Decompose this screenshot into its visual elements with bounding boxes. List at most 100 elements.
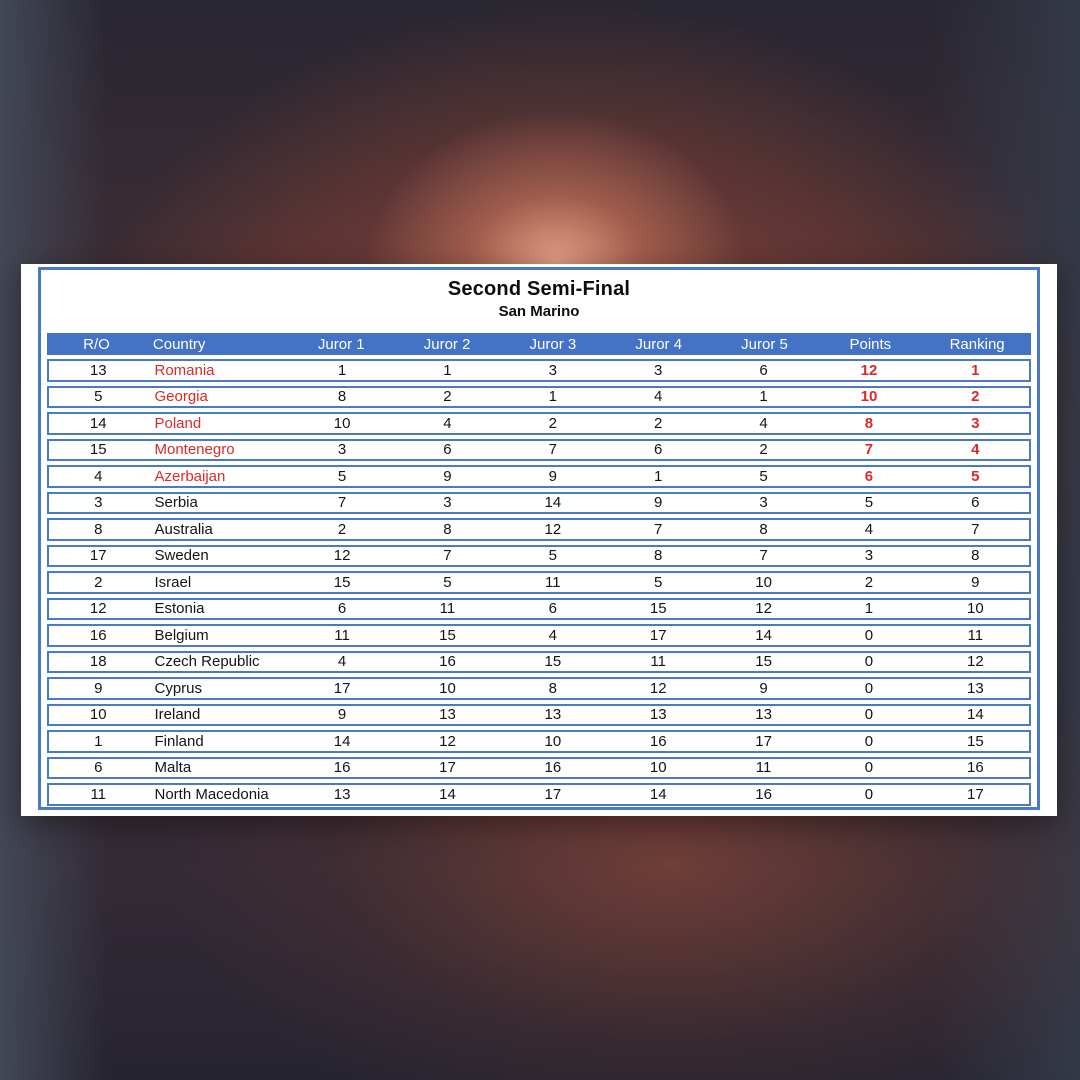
cell-juror-5: 13 (755, 706, 772, 724)
cell-juror-1: 14 (333, 732, 351, 750)
table-row: 17 Sweden 12 7 5 8 7 3 8 (47, 544, 1031, 567)
cell-juror-4: 8 (654, 547, 663, 565)
column-header-juror-4: Juror 4 (635, 335, 683, 353)
cell-juror-3: 4 (548, 626, 558, 644)
cell-juror-4: 6 (654, 441, 663, 459)
cell-juror-1: 16 (333, 759, 351, 777)
cell-juror-5: 4 (759, 414, 768, 432)
cell-juror-3: 12 (544, 520, 562, 538)
cell-running-order: 10 (89, 706, 107, 724)
cell-ranking: 1 (971, 361, 980, 379)
cell-running-order: 16 (89, 626, 107, 644)
cell-running-order: 5 (94, 388, 103, 406)
cell-juror-2: 17 (439, 759, 456, 777)
cell-points: 0 (864, 785, 874, 803)
cell-juror-4: 15 (649, 600, 667, 618)
cell-country: Georgia (154, 388, 208, 406)
cell-running-order: 9 (94, 679, 103, 697)
cell-ranking: 2 (971, 388, 980, 406)
cell-juror-2: 4 (443, 414, 452, 432)
cell-points: 0 (864, 706, 874, 724)
cell-juror-2: 10 (439, 679, 456, 697)
cell-juror-4: 5 (654, 573, 663, 591)
cell-country: Ireland (154, 706, 201, 724)
table-row: 10 Ireland 9 13 13 13 13 0 14 (47, 703, 1031, 726)
cell-juror-3: 10 (544, 732, 562, 750)
cell-juror-3: 8 (548, 679, 558, 697)
cell-country: Romania (154, 361, 215, 379)
cell-running-order: 17 (89, 547, 107, 565)
cell-country: Serbia (154, 494, 198, 512)
cell-country: Czech Republic (154, 653, 260, 671)
cell-juror-1: 5 (337, 467, 347, 485)
cell-juror-4: 10 (649, 759, 667, 777)
table-row: 1 Finland 14 12 10 16 17 0 15 (47, 730, 1031, 753)
cell-juror-1: 11 (334, 626, 350, 644)
cell-juror-1: 4 (337, 653, 347, 671)
column-header-country: Country (152, 335, 206, 353)
table-row: 8 Australia 2 8 12 7 8 4 7 (47, 518, 1031, 541)
table-header-row: R/O Country Juror 1 Juror 2 Juror 3 Juro… (47, 333, 1031, 355)
cell-juror-3: 11 (545, 573, 561, 591)
cell-juror-1: 15 (333, 573, 351, 591)
cell-running-order: 15 (89, 441, 107, 459)
cell-juror-2: 8 (443, 520, 452, 538)
cell-juror-5: 8 (759, 520, 768, 538)
cell-juror-2: 14 (439, 785, 456, 803)
cell-juror-5: 2 (759, 441, 768, 459)
cell-juror-4: 14 (649, 785, 667, 803)
cell-juror-4: 9 (654, 494, 663, 512)
cell-ranking: 13 (966, 679, 984, 697)
cell-juror-1: 3 (337, 441, 347, 459)
cell-running-order: 12 (89, 600, 107, 618)
cell-juror-3: 13 (544, 706, 562, 724)
cell-juror-1: 2 (337, 520, 347, 538)
cell-juror-2: 9 (443, 467, 452, 485)
table-row: 15 Montenegro 3 6 7 6 2 7 4 (47, 438, 1031, 461)
cell-juror-2: 6 (443, 441, 452, 459)
cell-ranking: 6 (971, 494, 980, 512)
cell-country: Estonia (154, 600, 205, 618)
table-row: 12 Estonia 6 11 6 15 12 1 10 (47, 597, 1031, 620)
cell-country: Montenegro (154, 441, 235, 459)
cell-juror-2: 12 (439, 732, 456, 750)
table-row: 14 Poland 10 4 2 2 4 8 3 (47, 412, 1031, 435)
cell-juror-2: 3 (443, 494, 452, 512)
cell-juror-3: 16 (544, 759, 562, 777)
cell-points: 10 (860, 388, 878, 406)
page-title: Second Semi-Final (447, 278, 631, 300)
cell-juror-5: 1 (759, 388, 768, 406)
table-row: 16 Belgium 11 15 4 17 14 0 11 (47, 624, 1031, 647)
cell-points: 1 (864, 600, 874, 618)
column-header-ranking: Ranking (949, 335, 1005, 353)
table-row: 13 Romania 1 1 3 3 6 12 1 (47, 359, 1031, 382)
cell-juror-3: 1 (548, 388, 558, 406)
table-row: 3 Serbia 7 3 14 9 3 5 6 (47, 491, 1031, 514)
cell-ranking: 16 (966, 759, 984, 777)
cell-points: 0 (864, 653, 874, 671)
cell-juror-1: 12 (333, 547, 351, 565)
cell-ranking: 14 (966, 706, 984, 724)
cell-juror-4: 1 (654, 467, 663, 485)
cell-juror-5: 5 (759, 467, 768, 485)
cell-country: Malta (154, 759, 192, 777)
table-row: 6 Malta 16 17 16 10 11 0 16 (47, 756, 1031, 779)
cell-juror-5: 7 (759, 547, 768, 565)
cell-juror-3: 17 (544, 785, 562, 803)
cell-juror-2: 1 (443, 361, 452, 379)
cell-ranking: 12 (966, 653, 984, 671)
cell-points: 6 (864, 467, 874, 485)
cell-country: Sweden (154, 547, 209, 565)
cell-juror-4: 11 (650, 653, 666, 671)
cell-juror-4: 4 (654, 388, 663, 406)
column-header-points: Points (849, 335, 892, 353)
cell-juror-3: 15 (544, 653, 562, 671)
cell-juror-3: 9 (548, 467, 558, 485)
cell-country: Australia (154, 520, 213, 538)
cell-points: 8 (864, 414, 874, 432)
cell-juror-5: 11 (755, 759, 772, 777)
cell-running-order: 6 (94, 759, 103, 777)
cell-points: 0 (864, 759, 874, 777)
cell-country: Cyprus (154, 679, 202, 697)
cell-ranking: 4 (971, 441, 980, 459)
